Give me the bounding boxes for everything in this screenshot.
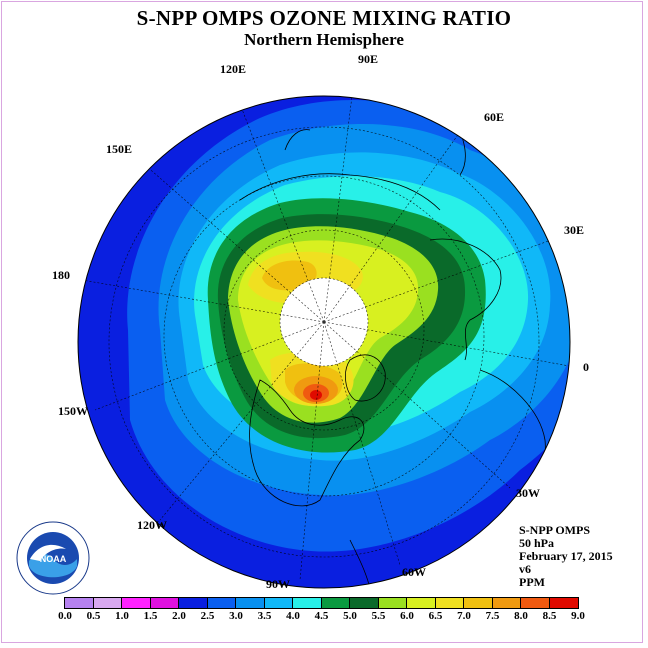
colorbar	[64, 597, 579, 609]
colorbar-tick-label: 3.5	[257, 610, 272, 622]
colorbar-tick-label: 5.0	[343, 610, 357, 622]
contour-8-5	[310, 390, 322, 400]
lon-label-30w: 30W	[516, 486, 540, 500]
coast-north-america	[249, 379, 365, 507]
colorbar-swatch	[150, 598, 179, 608]
coast-japan	[284, 129, 311, 151]
page-subtitle: Northern Hemisphere	[244, 30, 404, 49]
colorbar-tick-label: 2.5	[200, 610, 215, 622]
colorbar-swatch	[293, 598, 322, 608]
colorbar-tick-label: 6.5	[428, 610, 443, 622]
lon-label-180: 180	[52, 268, 70, 282]
colorbar-swatch	[207, 598, 236, 608]
colorbar-tick-label: 2.0	[172, 610, 186, 622]
colorbar-swatch	[264, 598, 293, 608]
colorbar-tick-label: 8.0	[514, 610, 528, 622]
colorbar-tick-label: 1.5	[143, 610, 158, 622]
colorbar-swatch	[65, 598, 94, 608]
colorbar-swatch	[378, 598, 407, 608]
colorbar-ticks: 0.0 0.5 1.0 1.5 2.0 2.5 3.0 3.5 4.0 4.5 5.0 5.5 6.0 6…	[52, 610, 612, 624]
colorbar-tick-label: 9.0	[571, 610, 585, 622]
lon-label-60w: 60W	[402, 565, 426, 579]
lon-label-30e: 30E	[564, 223, 585, 237]
lon-label-150w: 150W	[58, 404, 88, 418]
lon-label-150e: 150E	[106, 142, 133, 156]
contour-7-0	[262, 260, 343, 403]
colorbar-tick-label: 1.0	[115, 610, 129, 622]
colorbar-tick-label: 7.0	[457, 610, 471, 622]
page-title: S-NPP OMPS OZONE MIXING RATIO	[136, 6, 512, 30]
coast-asia	[239, 173, 441, 211]
info-pressure-level: 50 hPa	[519, 536, 555, 550]
colorbar-swatch	[350, 598, 379, 608]
coast-greenland	[345, 354, 386, 402]
info-version: v6	[519, 562, 531, 576]
colorbar-tick-label: 8.5	[542, 610, 557, 622]
coast-south-america	[349, 539, 373, 588]
colorbar-swatch	[179, 598, 208, 608]
colorbar-tick-label: 4.0	[286, 610, 300, 622]
lon-label-120e: 120E	[220, 62, 247, 76]
colorbar-tick-label: 0.5	[86, 610, 101, 622]
colorbar-tick-label: 7.5	[485, 610, 500, 622]
colorbar-swatch	[549, 598, 578, 608]
colorbar-swatch	[236, 598, 265, 608]
colorbar-swatch	[122, 598, 151, 608]
colorbar-swatch	[492, 598, 521, 608]
noaa-logo-text: NOAA	[40, 554, 67, 564]
colorbar-swatch	[521, 598, 550, 608]
lon-label-90w: 90W	[266, 577, 290, 591]
product-info: S-NPP OMPS 50 hPa February 17, 2015 v6 P…	[519, 524, 613, 589]
colorbar-swatch	[321, 598, 350, 608]
noaa-logo: NOAA	[16, 521, 90, 595]
colorbar-tick-label: 4.5	[314, 610, 329, 622]
colorbar-tick-label: 3.0	[229, 610, 243, 622]
lon-label-0: 0	[583, 360, 589, 374]
colorbar-swatch	[407, 598, 436, 608]
colorbar-swatch	[93, 598, 122, 608]
info-instrument: S-NPP OMPS	[519, 523, 590, 537]
coast-europe	[429, 238, 502, 361]
lon-label-120w: 120W	[137, 518, 167, 532]
info-date: February 17, 2015	[519, 549, 613, 563]
lon-label-90e: 90E	[358, 52, 379, 66]
lon-label-60e: 60E	[484, 110, 505, 124]
colorbar-swatch	[464, 598, 493, 608]
colorbar-tick-label: 5.5	[371, 610, 386, 622]
colorbar-tick-label: 0.0	[58, 610, 72, 622]
colorbar-tick-label: 6.0	[400, 610, 414, 622]
info-units: PPM	[519, 575, 545, 589]
colorbar-swatch	[435, 598, 464, 608]
